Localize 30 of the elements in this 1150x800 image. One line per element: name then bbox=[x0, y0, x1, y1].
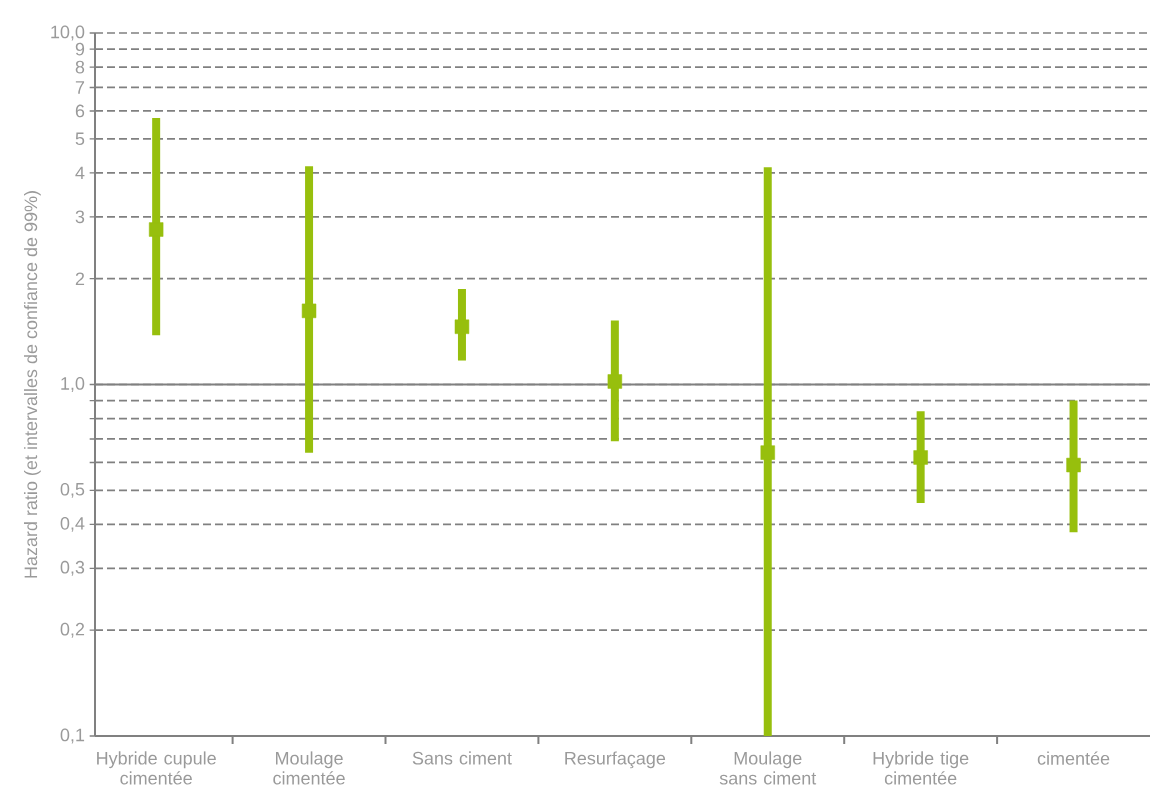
y-tick-label: 0,2 bbox=[60, 622, 85, 638]
y-tick-label: 0,3 bbox=[60, 560, 85, 576]
point bbox=[148, 222, 164, 237]
y-tick-label: 5 bbox=[75, 132, 85, 146]
y-tick-label: 4 bbox=[75, 166, 85, 180]
point bbox=[301, 303, 317, 319]
x-tick-label: Hybride cupule cimentée bbox=[97, 751, 216, 785]
y-tick-label: 2 bbox=[75, 272, 85, 285]
y-tick-label: 6 bbox=[75, 104, 85, 118]
y-tick-label: 0,4 bbox=[60, 516, 85, 532]
y-tick-label: 1,0 bbox=[61, 377, 85, 392]
y-tick-label: 9 bbox=[75, 42, 85, 56]
y-tick-label: 3 bbox=[75, 210, 85, 224]
point bbox=[913, 450, 928, 465]
x-tick-label: cimentée bbox=[1037, 751, 1110, 765]
x-tick-label: Moulage sans ciment bbox=[719, 751, 817, 785]
x-tick-label: Sans ciment bbox=[412, 751, 512, 765]
point bbox=[454, 319, 470, 334]
x-tick-label: Resurfaçage bbox=[565, 751, 666, 769]
y-tick-label: 0,1 bbox=[60, 728, 85, 744]
point bbox=[607, 374, 623, 389]
y-tick-label: 8 bbox=[75, 60, 85, 74]
y-tick-label: 10,0 bbox=[51, 25, 85, 41]
y-tick-label: 0,5 bbox=[60, 482, 85, 498]
x-tick-label: Moulage cimentée bbox=[273, 751, 345, 785]
x-tick-label: Hybride tige cimentée bbox=[873, 751, 969, 785]
point bbox=[1066, 457, 1081, 473]
y-axis-title: Hazard ratio (et intervalles de confiance de 99%) bbox=[23, 191, 41, 578]
y-tick-label: 7 bbox=[75, 81, 85, 94]
point bbox=[760, 445, 775, 460]
